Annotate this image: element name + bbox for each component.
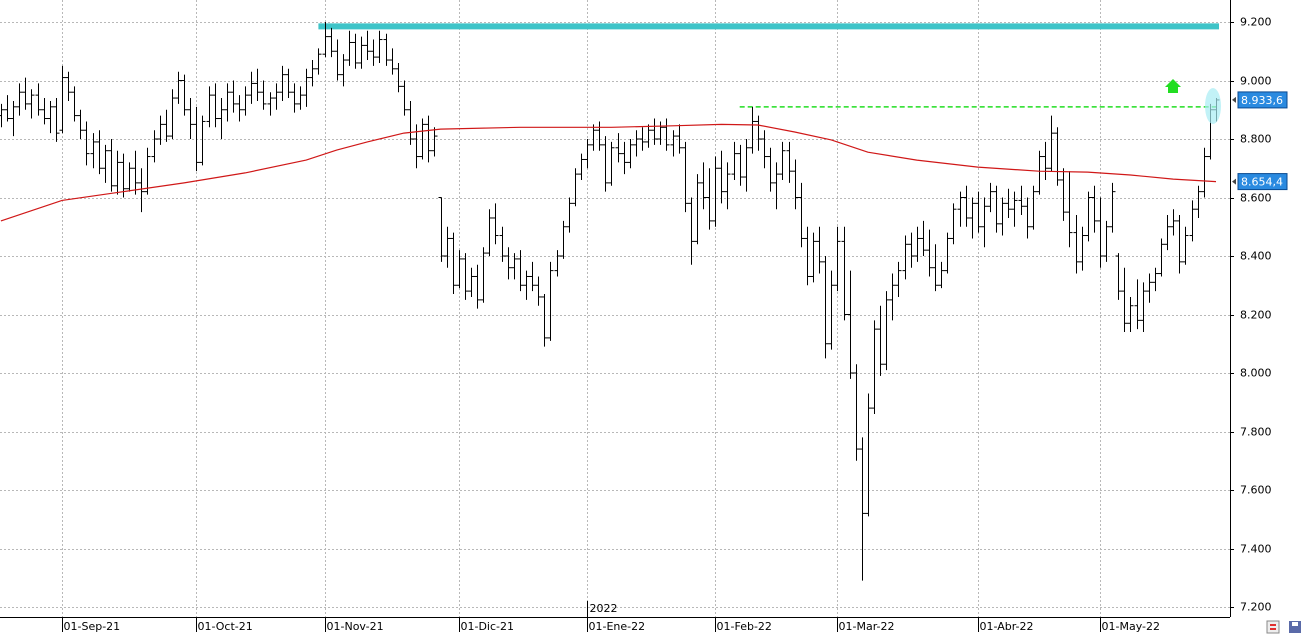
x-tick-label: 01-Mar-22 [839,620,895,633]
y-tick-label: 7.800 [1240,426,1272,439]
up-arrow [1165,79,1181,93]
y-tick-label: 7.200 [1240,601,1272,614]
y-tick-label: 8.800 [1240,133,1272,146]
toolbar-icons [1266,620,1301,634]
x-tick-label: 01-May-22 [1102,620,1160,633]
highlight [1205,88,1221,124]
ma-pointer [1232,178,1236,185]
y-tick-label: 8.600 [1240,192,1272,205]
y-tick-label: 8.200 [1240,309,1272,322]
x-tick-label: 01-Feb-22 [717,620,772,633]
icon[interactable] [1266,620,1280,634]
y-tick-label: 9.200 [1240,16,1272,29]
y-tick-label: 9.000 [1240,75,1272,88]
price-pointer [1232,96,1236,103]
y-tick-label: 7.400 [1240,543,1272,556]
x-tick-label: 01-Oct-21 [198,620,253,633]
year-label: 2022 [590,602,618,615]
price-label: 8.933,6 [1241,94,1283,107]
x-tick-label: 01-Nov-21 [327,620,384,633]
x-tick-label: 01-Ene-22 [589,620,646,633]
save-icon-glyph [1292,622,1298,626]
y-tick-label: 8.000 [1240,367,1272,380]
ma-box [1237,173,1288,191]
y-tick-label: 7.600 [1240,484,1272,497]
ma-label: 8.654,4 [1241,176,1283,189]
price-box [1237,91,1288,109]
moving-average [0,123,1217,222]
x-tick-label: 01-Abr-22 [980,620,1034,633]
y-tick-label: 8.400 [1240,250,1272,263]
icon-glyph [1270,624,1276,630]
plot-layer [0,0,1230,617]
x-tick-label: 01-Sep-21 [64,620,121,633]
x-tick-label: 01-Dic-21 [461,620,515,633]
